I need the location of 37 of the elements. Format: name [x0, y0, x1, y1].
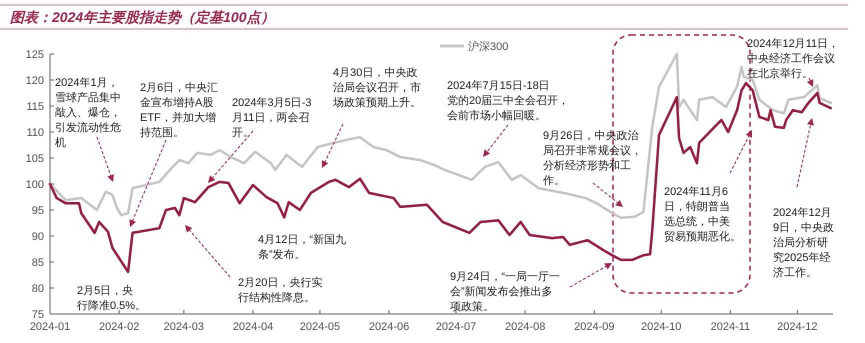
x-tick-label: 2024-04 — [232, 321, 274, 333]
y-tick-label: 75 — [32, 309, 44, 321]
y-tick-label: 105 — [26, 153, 44, 165]
x-tick-label: 2024-08 — [504, 321, 546, 333]
y-tick-label: 80 — [32, 283, 44, 295]
annotation: 2024年1月，雪球产品集中敲入、爆仓，引发流动性危机 — [55, 77, 121, 149]
annotation: 2月6日，中央汇金宣布增持A股ETF，并加大增持范围。 — [140, 81, 218, 139]
annotation: 2024年12月11日，中央经济工作会议在北京举行。 — [747, 38, 840, 80]
y-tick-label: 125 — [26, 49, 44, 61]
y-tick-label: 85 — [32, 257, 44, 269]
x-tick-label: 2024-03 — [164, 321, 204, 333]
y-tick-label: 95 — [32, 205, 44, 217]
x-tick-label: 2024-10 — [641, 321, 682, 333]
y-tick-label: 100 — [26, 179, 44, 191]
x-tick-label: 2024-01 — [30, 321, 70, 333]
x-tick-label: 2024-12 — [777, 321, 818, 333]
y-tick-label: 115 — [26, 101, 44, 113]
y-tick-label: 120 — [26, 75, 44, 87]
chart-title: 图表：2024年主要股指走势（定基100点） — [10, 9, 275, 25]
annotation: 2024年12月9日，中央政治局分析研究2025年经济工作。 — [773, 207, 834, 279]
annotation: 2024年11月6日，特朗普当选总统，中美贸易预期恶化。 — [664, 186, 741, 243]
x-tick-label: 2024-02 — [98, 321, 140, 333]
y-tick-label: 110 — [26, 127, 44, 139]
annotation: 9月24日，“一局一厅一会”新闻发布会推出多项政策。 — [450, 271, 560, 313]
annotation: 4月12日，“新国九条”发布。 — [258, 233, 346, 261]
annotation: 4月30日，中央政治局会议召开，市场政策预期上升。 — [332, 66, 421, 109]
x-tick-label: 2024-07 — [436, 321, 476, 333]
x-tick-label: 2024-05 — [300, 321, 340, 333]
annotation: 2月20日，央行实行结构性降息。 — [238, 276, 322, 304]
x-tick-label: 2024-06 — [368, 321, 410, 333]
x-tick-label: 2024-09 — [574, 321, 614, 333]
y-tick-label: 90 — [32, 231, 44, 243]
annotation: 2024年3月5日-3月11日，两会召开。 — [232, 97, 312, 139]
annotation: 2024年7月15日-18日党的20届三中全会召开，会前市场小幅回暖。 — [447, 80, 570, 122]
x-tick-label: 2024-11 — [710, 321, 750, 333]
annotation: 2月5日，央行降准0.5%。 — [77, 284, 146, 312]
legend-label: 沪深300 — [468, 40, 508, 53]
